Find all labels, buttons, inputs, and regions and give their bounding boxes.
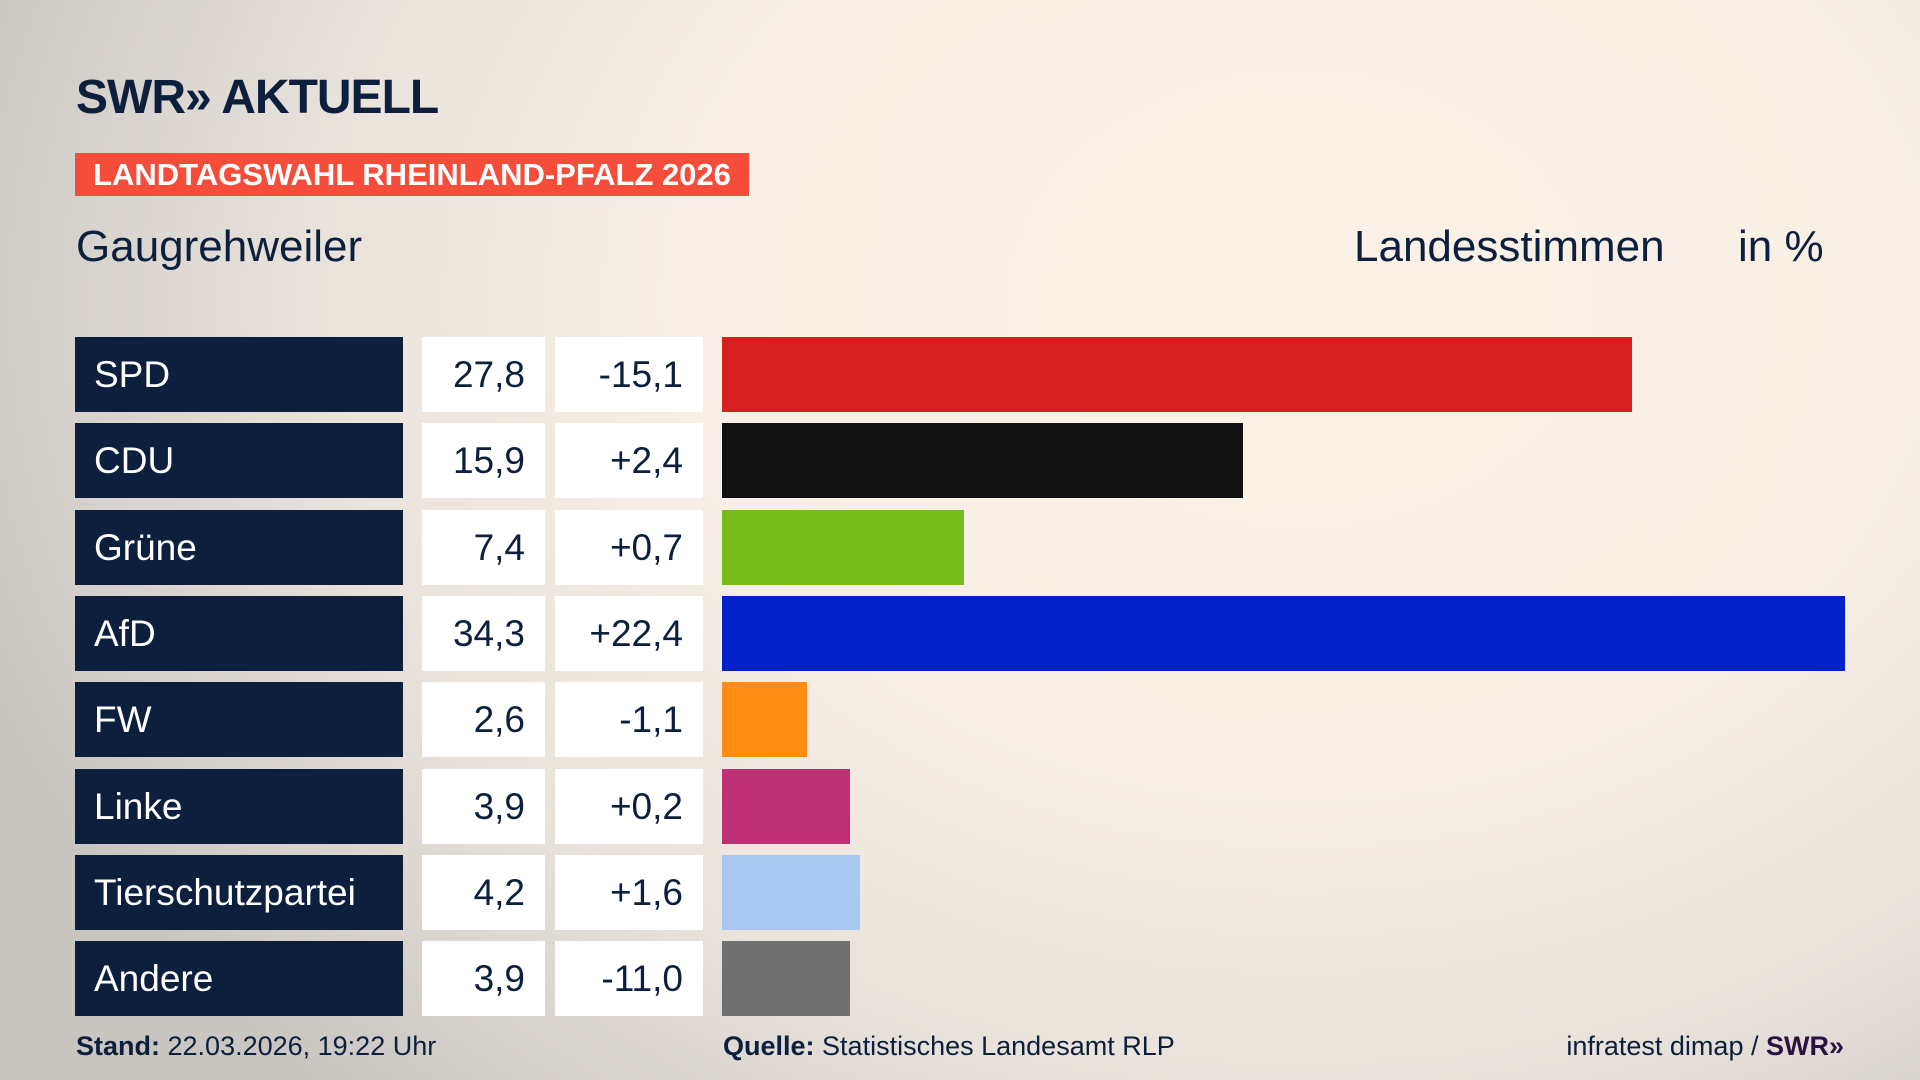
result-row: Andere 3,9 -11,0 [75,941,1875,1017]
credit: infratest dimap / SWR» [1566,1031,1844,1062]
result-row: SPD 27,8 -15,1 [75,337,1875,412]
unit-label: in % [1738,222,1824,271]
party-label: Grüne [75,509,403,585]
vote-change: +2,4 [555,423,703,499]
vote-share: 3,9 [422,941,545,1017]
party-label: Linke [75,768,403,844]
bar-cdu [722,423,1243,499]
vote-change: -1,1 [555,682,703,758]
result-row: Linke 3,9 +0,2 [75,768,1875,844]
vote-share: 27,8 [422,337,545,412]
source-info: Quelle: Statistisches Landesamt RLP [723,1031,1175,1062]
election-badge: LANDTAGSWAHL RHEINLAND-PFALZ 2026 [75,153,749,196]
bar-tierschutzpartei [722,854,860,930]
vote-share: 7,4 [422,509,545,585]
swr-aktuell-logo: SWR» AKTUELL [76,71,439,124]
vote-change: +0,7 [555,509,703,585]
party-label: Andere [75,941,403,1017]
stand-label: Stand: [76,1031,160,1061]
vote-share: 34,3 [422,595,545,671]
party-label: AfD [75,595,403,671]
source-label: Quelle: [723,1031,815,1061]
vote-share: 3,9 [422,768,545,844]
source-value: Statistisches Landesamt RLP [822,1031,1175,1061]
bar-andere [722,941,850,1017]
result-row: AfD 34,3 +22,4 [75,595,1875,671]
bar-spd [722,337,1633,412]
vote-change: +0,2 [555,768,703,844]
bar-afd [722,595,1845,671]
vote-share: 15,9 [422,423,545,499]
vote-change: -15,1 [555,337,703,412]
bar-linke [722,768,850,844]
vote-type-label: Landesstimmen [1354,222,1665,271]
party-label: Tierschutzpartei [75,854,403,930]
bar-fw [722,682,808,758]
vote-share: 2,6 [422,682,545,758]
party-label: FW [75,682,403,758]
result-row: FW 2,6 -1,1 [75,682,1875,758]
result-row: Tierschutzpartei 4,2 +1,6 [75,854,1875,930]
stand-value: 22.03.2026, 19:22 Uhr [167,1031,437,1061]
party-label: SPD [75,337,403,412]
party-label: CDU [75,423,403,499]
bar-grüne [722,509,965,585]
region-title: Gaugrehweiler [76,222,363,271]
vote-change: +1,6 [555,854,703,930]
vote-change: -11,0 [555,941,703,1017]
result-row: CDU 15,9 +2,4 [75,423,1875,499]
result-row: Grüne 7,4 +0,7 [75,509,1875,585]
credit-text: infratest dimap / [1566,1031,1759,1061]
vote-share: 4,2 [422,854,545,930]
swr-logo: SWR» [1765,1031,1844,1061]
vote-change: +22,4 [555,595,703,671]
stand-info: Stand: 22.03.2026, 19:22 Uhr [76,1031,436,1062]
